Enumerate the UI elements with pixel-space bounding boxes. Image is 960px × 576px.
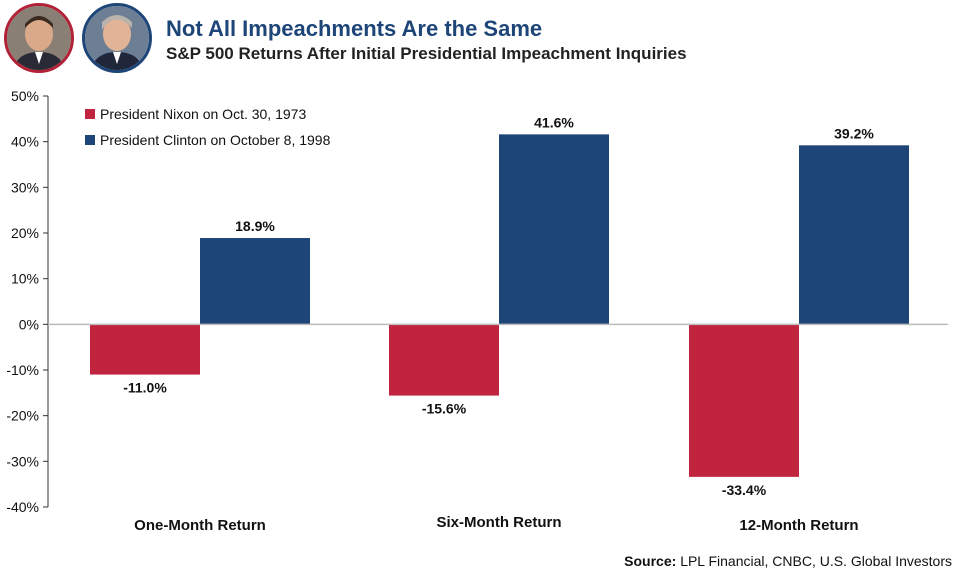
bar-clinton xyxy=(799,145,909,325)
x-category-label: One-Month Return xyxy=(134,517,266,534)
source-text: LPL Financial, CNBC, U.S. Global Investo… xyxy=(680,553,952,569)
y-tick-label: 0% xyxy=(19,316,39,332)
data-label: 39.2% xyxy=(834,125,874,141)
legend-swatch xyxy=(85,135,95,145)
bar-clinton xyxy=(200,238,310,325)
bar-nixon xyxy=(90,324,200,375)
data-label: -15.6% xyxy=(422,401,467,417)
source-note: Source: LPL Financial, CNBC, U.S. Global… xyxy=(624,553,952,569)
data-label: 41.6% xyxy=(534,114,574,130)
y-tick-label: -30% xyxy=(6,453,39,469)
y-tick-label: 50% xyxy=(11,88,39,104)
y-tick-label: 20% xyxy=(11,225,39,241)
y-tick-label: -40% xyxy=(6,499,39,515)
data-label: 18.9% xyxy=(235,218,275,234)
y-tick-label: -20% xyxy=(6,408,39,424)
legend-swatch xyxy=(85,109,95,119)
y-tick-label: 30% xyxy=(11,179,39,195)
nixon-portrait-icon xyxy=(7,6,71,70)
nixon-portrait xyxy=(4,3,74,73)
legend-label: President Clinton on October 8, 1998 xyxy=(100,132,331,148)
clinton-portrait-icon xyxy=(85,6,149,70)
x-category-label: Six-Month Return xyxy=(437,514,562,531)
y-tick-label: 40% xyxy=(11,134,39,150)
data-label: -11.0% xyxy=(123,380,167,396)
bar-nixon xyxy=(689,324,799,477)
x-category-label: 12-Month Return xyxy=(739,517,858,534)
clinton-portrait xyxy=(82,3,152,73)
y-tick-label: -10% xyxy=(6,362,39,378)
legend-label: President Nixon on Oct. 30, 1973 xyxy=(100,106,306,122)
chart-subtitle: S&P 500 Returns After Initial Presidenti… xyxy=(166,44,687,63)
chart-title: Not All Impeachments Are the Same xyxy=(166,16,543,41)
bar-nixon xyxy=(389,324,499,396)
data-label: -33.4% xyxy=(722,482,767,498)
y-tick-label: 10% xyxy=(11,271,39,287)
bar-clinton xyxy=(499,134,609,325)
source-label: Source: xyxy=(624,553,677,569)
